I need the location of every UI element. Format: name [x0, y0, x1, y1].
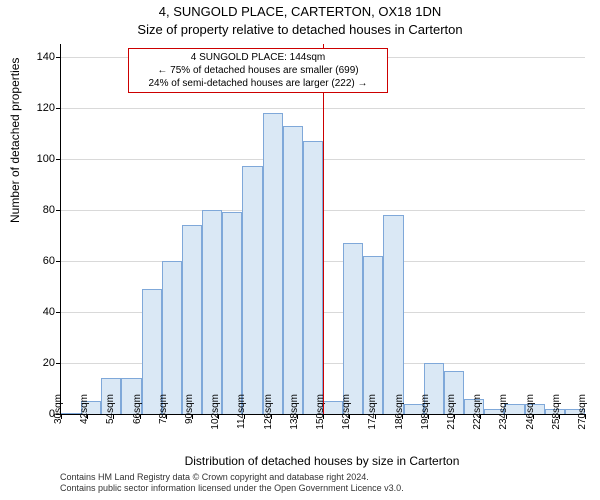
x-tick-label: 102sqm: [204, 394, 221, 434]
x-tick-label: 66sqm: [126, 394, 143, 434]
x-axis-label: Distribution of detached houses by size …: [60, 454, 584, 468]
marker-annotation: 4 SUNGOLD PLACE: 144sqm← 75% of detached…: [128, 48, 388, 93]
y-axis-label: Number of detached properties: [8, 58, 22, 223]
chart-subtitle: Size of property relative to detached ho…: [0, 22, 600, 37]
x-tick-label: 126sqm: [257, 394, 274, 434]
chart-container: 4, SUNGOLD PLACE, CARTERTON, OX18 1DN Si…: [0, 0, 600, 500]
x-tick-label: 210sqm: [440, 394, 457, 434]
x-tick-label: 234sqm: [492, 394, 509, 434]
x-tick-label: 42sqm: [73, 394, 90, 434]
x-tick-label: 90sqm: [178, 394, 195, 434]
y-tick-label: 80: [43, 204, 61, 216]
x-tick-label: 186sqm: [388, 394, 405, 434]
x-tick-label: 270sqm: [571, 394, 588, 434]
marker-annotation-line-1: 4 SUNGOLD PLACE: 144sqm: [133, 51, 383, 64]
histogram-bar: [363, 256, 383, 414]
x-tick-label: 222sqm: [466, 394, 483, 434]
x-tick-label: 138sqm: [283, 394, 300, 434]
x-tick-label: 114sqm: [230, 394, 247, 434]
x-tick-label: 174sqm: [361, 394, 378, 434]
histogram-bar: [283, 126, 303, 414]
histogram-bar: [202, 210, 222, 414]
x-tick-label: 162sqm: [335, 394, 352, 434]
y-tick-label: 100: [37, 153, 61, 165]
marker-line: [323, 44, 324, 414]
histogram-bar: [162, 261, 182, 414]
y-tick-label: 120: [37, 102, 61, 114]
x-tick-label: 246sqm: [519, 394, 536, 434]
x-tick-label: 30sqm: [47, 394, 64, 434]
x-tick-label: 54sqm: [99, 394, 116, 434]
histogram-bar: [303, 141, 323, 414]
x-tick-label: 198sqm: [414, 394, 431, 434]
footer-attribution: Contains HM Land Registry data © Crown c…: [60, 472, 584, 494]
y-tick-label: 60: [43, 255, 61, 267]
histogram-bar: [263, 113, 283, 414]
page-title: 4, SUNGOLD PLACE, CARTERTON, OX18 1DN: [0, 4, 600, 19]
plot-area: 02040608010012014030sqm42sqm54sqm66sqm78…: [60, 44, 585, 415]
marker-annotation-line-2: ← 75% of detached houses are smaller (69…: [133, 64, 383, 77]
histogram-bar: [182, 225, 202, 414]
x-tick-label: 78sqm: [152, 394, 169, 434]
histogram-bar: [383, 215, 403, 414]
y-tick-label: 140: [37, 51, 61, 63]
histogram-bar: [222, 212, 242, 414]
histogram-bar: [242, 166, 262, 414]
histogram-bar: [343, 243, 363, 414]
footer-line-1: Contains HM Land Registry data © Crown c…: [60, 472, 584, 483]
footer-line-2: Contains public sector information licen…: [60, 483, 584, 494]
y-tick-label: 20: [43, 357, 61, 369]
y-tick-label: 40: [43, 306, 61, 318]
marker-annotation-line-3: 24% of semi-detached houses are larger (…: [133, 77, 383, 90]
x-tick-label: 258sqm: [545, 394, 562, 434]
